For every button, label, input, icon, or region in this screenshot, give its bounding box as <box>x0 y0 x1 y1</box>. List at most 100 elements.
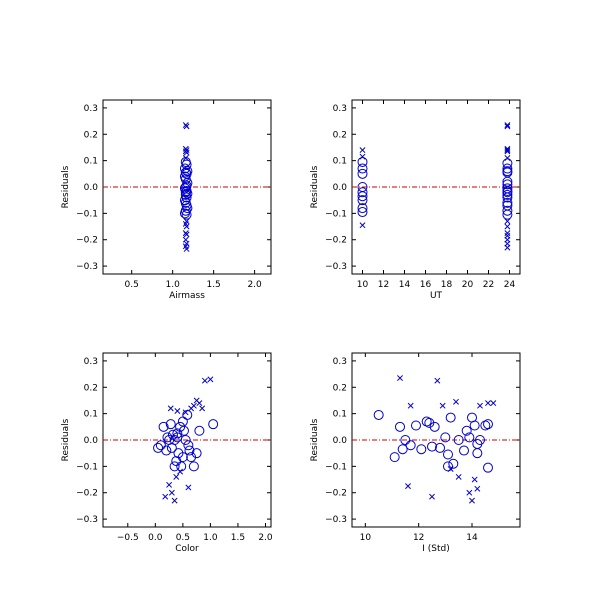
data-point-circle <box>397 444 408 455</box>
data-point-x <box>504 122 511 128</box>
data-point-x <box>168 489 175 496</box>
data-point-x <box>447 466 454 472</box>
data-point-x <box>183 123 190 130</box>
data-point-circle <box>443 449 453 460</box>
data-point-circle <box>480 420 491 431</box>
data-point-circle <box>182 203 193 214</box>
data-point-circle <box>169 435 180 445</box>
data-point-circle <box>181 192 192 203</box>
y-tick-label: −0.1 <box>76 462 98 472</box>
data-point-circle <box>461 425 472 436</box>
data-point-circle <box>502 189 513 200</box>
data-point-x <box>190 402 197 409</box>
x-tick-label: 0.0 <box>148 533 163 543</box>
data-point-circle <box>424 417 435 428</box>
data-point-circle <box>158 421 169 432</box>
data-point-circle <box>180 435 191 445</box>
y-tick-label: −0.1 <box>76 209 98 219</box>
data-point-circle <box>180 187 191 198</box>
y-axis-label: Residuals <box>61 165 71 208</box>
data-point-circle <box>443 461 453 472</box>
y-tick-label: 0.2 <box>333 383 347 393</box>
x-tick-label: 1.0 <box>165 280 180 290</box>
data-point-x <box>434 377 441 384</box>
data-point-circle <box>357 156 368 167</box>
data-point-x <box>405 483 411 490</box>
data-point-circle <box>445 412 456 423</box>
data-point-circle <box>475 435 485 445</box>
data-point-x <box>183 223 190 230</box>
data-point-x <box>504 123 511 130</box>
y-tick-label: −0.2 <box>76 489 98 499</box>
data-point-circle <box>172 428 183 439</box>
y-tick-label: −0.3 <box>325 262 347 272</box>
y-tick-label: 0.3 <box>84 104 98 114</box>
data-point-circle <box>184 445 195 456</box>
chart-panel-4: 10 12 14 −0.3 −0.2 −0.1 0.0 0.1 0.2 0.3 I (Std) Res… <box>310 352 521 554</box>
data-point-circle <box>165 419 176 430</box>
data-point-circle <box>357 207 368 218</box>
y-tick-label: −0.2 <box>325 236 347 246</box>
data-point-circle <box>183 440 194 451</box>
x-tick-label: 14 <box>399 280 411 290</box>
data-point-x <box>504 218 511 225</box>
x-tick-label: −0.5 <box>117 533 139 543</box>
data-point-circle <box>483 462 493 473</box>
data-point-x <box>177 468 184 475</box>
data-point-circle <box>469 420 480 431</box>
data-point-circle <box>459 445 469 456</box>
y-tick-label: 0.0 <box>333 183 348 193</box>
data-point-circle <box>179 163 190 174</box>
y-tick-label: 0.1 <box>84 410 98 420</box>
data-point-x <box>504 155 511 161</box>
data-point-x <box>504 223 511 230</box>
x-tick-label: 1.5 <box>206 280 220 290</box>
x-axis-label: UT <box>430 291 443 301</box>
x-tick-label: 12 <box>413 533 424 543</box>
data-point-circle <box>180 167 191 178</box>
data-point-x <box>359 222 366 229</box>
data-point-x <box>397 375 403 381</box>
x-tick-label: 20 <box>462 280 474 290</box>
data-point-x <box>182 409 189 416</box>
data-point-x <box>359 153 366 160</box>
x-tick-label: 14 <box>466 533 478 543</box>
data-point-circle <box>179 183 190 194</box>
data-point-x <box>407 402 414 409</box>
data-point-x <box>167 405 174 412</box>
y-tick-label: −0.1 <box>325 209 347 219</box>
y-tick-label: 0.0 <box>84 183 99 193</box>
data-point-circle <box>472 448 483 459</box>
y-tick-label: −0.2 <box>76 236 98 246</box>
x-tick-label: 2.0 <box>258 533 273 543</box>
y-tick-label: 0.1 <box>84 157 98 167</box>
y-axis-label: Residuals <box>310 165 320 208</box>
y-tick-label: 0.0 <box>333 436 348 446</box>
data-point-circle <box>357 187 368 198</box>
data-point-circle <box>502 205 513 216</box>
data-point-circle <box>411 420 421 431</box>
x-tick-label: 0.5 <box>176 533 190 543</box>
data-point-x <box>485 400 491 407</box>
data-point-circle <box>357 163 368 174</box>
data-point-circle <box>405 440 416 451</box>
data-point-x <box>201 377 208 384</box>
data-point-circle <box>448 458 459 469</box>
x-tick-label: 22 <box>483 280 494 290</box>
data-point-circle <box>175 421 186 432</box>
x-axis-label: Color <box>175 544 199 554</box>
y-tick-label: 0.0 <box>84 436 99 446</box>
data-point-circle <box>169 461 180 472</box>
x-tick-label: 12 <box>378 280 389 290</box>
data-point-circle <box>181 209 192 220</box>
data-point-circle <box>373 409 384 420</box>
data-point-circle <box>416 444 427 455</box>
data-point-circle <box>357 195 368 206</box>
x-tick-label: 18 <box>441 280 453 290</box>
data-point-circle <box>357 168 368 179</box>
data-point-x <box>359 147 366 154</box>
x-tick-label: 10 <box>360 533 372 543</box>
data-point-circle <box>188 461 199 472</box>
data-point-circle <box>194 425 205 436</box>
